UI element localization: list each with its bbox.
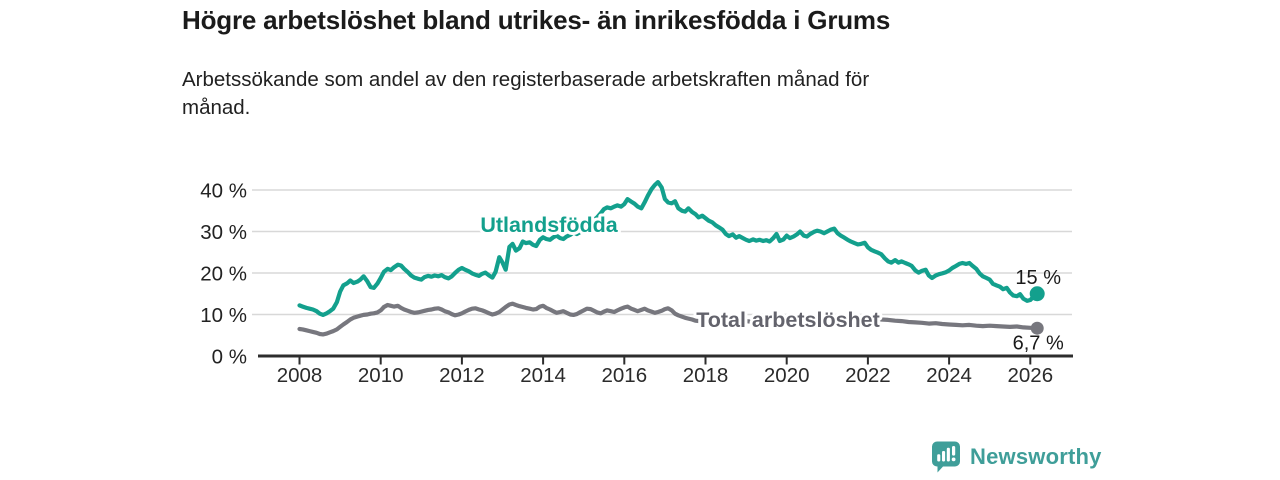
series-line-utlandsfodda (297, 180, 1040, 317)
x-tick-label-2012: 2012 (439, 364, 485, 387)
chart-subtitle: Arbetssökande som andel av den registerb… (182, 66, 1042, 123)
chart-title: Högre arbetslöshet bland utrikes- än inr… (182, 5, 891, 35)
x-tick-label-2024: 2024 (926, 364, 972, 387)
logo-text: Newsworthy (970, 444, 1102, 469)
x-tick-label-2020: 2020 (764, 364, 810, 387)
x-tick-label-2022: 2022 (845, 364, 891, 387)
end-dot-utlandsfodda (1029, 286, 1045, 302)
end-value-label-total-arbetsloshet: 6,7 % (1013, 333, 1064, 355)
newsworthy-logo: Newsworthy (931, 441, 1102, 473)
subtitle-line-2: månad. (182, 96, 251, 120)
end-value-label-utlandsfodda: 15 % (1015, 267, 1061, 289)
x-tick-label-2010: 2010 (358, 364, 404, 387)
end-dot-total-arbetsloshet (1030, 321, 1044, 335)
x-tick-label-2008: 2008 (277, 364, 323, 387)
y-tick-label-40: 40 % (200, 180, 247, 203)
y-tick-label-30: 30 % (200, 221, 247, 244)
series-line-total-arbetsloshet (297, 301, 1040, 337)
x-tick-label-2026: 2026 (1007, 364, 1053, 387)
speech-bubble-bar-chart-icon (932, 441, 960, 473)
y-tick-label-0: 0 % (212, 346, 247, 369)
subtitle-line-1: Arbetssökande som andel av den registerb… (182, 68, 870, 91)
series-label-utlandsfodda: Utlandsfödda (480, 213, 618, 237)
x-tick-label-2016: 2016 (601, 364, 647, 387)
x-tick-label-2014: 2014 (520, 364, 566, 387)
y-tick-label-20: 20 % (200, 263, 247, 286)
series-label-total-arbetsloshet: Total arbetslöshet (696, 308, 880, 332)
y-tick-label-10: 10 % (200, 304, 247, 327)
x-tick-label-2018: 2018 (683, 364, 729, 387)
